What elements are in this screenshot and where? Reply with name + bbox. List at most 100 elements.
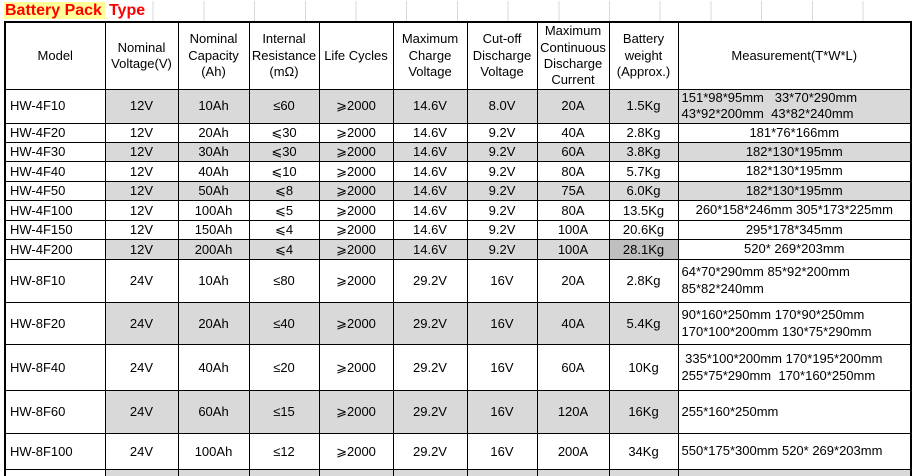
cell-cycles[interactable]: ⩾2000	[318, 239, 394, 261]
cell-model[interactable]: HW-4F20	[4, 123, 106, 144]
cell-measurement[interactable]: 64*70*290mm 85*92*200mm 85*82*240mm	[677, 259, 912, 304]
cell-current[interactable]: 80A	[536, 161, 610, 183]
cell-measurement[interactable]: 182*130*195mm	[677, 181, 912, 202]
cell-weight[interactable]: 2.8Kg	[608, 259, 679, 304]
cell-capacity[interactable]	[177, 469, 250, 476]
cell-charge[interactable]: 14.6V	[392, 161, 468, 183]
cell-model[interactable]	[4, 469, 106, 476]
cell-voltage[interactable]: 12V	[104, 123, 179, 144]
cell-cycles[interactable]: ⩾2000	[318, 433, 394, 471]
cell-model[interactable]: HW-4F40	[4, 161, 106, 183]
cell-cycles[interactable]: ⩾2000	[318, 88, 394, 125]
column-header-7[interactable]: Maximum Continuous Discharge Current	[536, 21, 610, 90]
cell-weight[interactable]: 10Kg	[608, 344, 679, 392]
cell-capacity[interactable]: 10Ah	[177, 88, 250, 125]
column-header-6[interactable]: Cut-off Discharge Voltage	[466, 21, 538, 90]
cell-resistance[interactable]: ⩽10	[248, 161, 320, 183]
cell-measurement[interactable]: 260*158*246mm 305*173*225mm	[677, 200, 912, 222]
cell-cycles[interactable]: ⩾2000	[318, 302, 394, 346]
cell-current[interactable]	[536, 469, 610, 476]
cell-capacity[interactable]: 100Ah	[177, 200, 250, 222]
cell-weight[interactable]: 13.5Kg	[608, 200, 679, 222]
cell-measurement[interactable]: 182*130*195mm	[677, 161, 912, 183]
cell-cutoff[interactable]: 9.2V	[466, 181, 538, 202]
cell-resistance[interactable]: ≤60	[248, 88, 320, 125]
cell-current[interactable]: 60A	[536, 344, 610, 392]
cell-cutoff[interactable]	[466, 469, 538, 476]
cell-voltage[interactable]: 12V	[104, 161, 179, 183]
cell-model[interactable]: HW-4F50	[4, 181, 106, 202]
cell-resistance[interactable]: ≤12	[248, 433, 320, 471]
cell-charge[interactable]: 29.2V	[392, 344, 468, 392]
column-header-4[interactable]: Life Cycles	[318, 21, 394, 90]
cell-weight[interactable]: 28.1Kg	[608, 239, 679, 261]
cell-resistance[interactable]: ⩽4	[248, 220, 320, 241]
cell-charge[interactable]: 29.2V	[392, 259, 468, 304]
cell-resistance[interactable]: ⩽30	[248, 123, 320, 144]
cell-capacity[interactable]: 30Ah	[177, 142, 250, 163]
cell-cutoff[interactable]: 16V	[466, 344, 538, 392]
cell-resistance[interactable]: ⩽5	[248, 200, 320, 222]
cell-cutoff[interactable]: 16V	[466, 433, 538, 471]
cell-cutoff[interactable]: 16V	[466, 390, 538, 435]
cell-current[interactable]: 200A	[536, 433, 610, 471]
column-header-1[interactable]: Nominal Voltage(V)	[104, 21, 179, 90]
cell-charge[interactable]: 14.6V	[392, 142, 468, 163]
cell-cycles[interactable]: ⩾2000	[318, 142, 394, 163]
cell-capacity[interactable]: 20Ah	[177, 123, 250, 144]
cell-cycles[interactable]	[318, 469, 394, 476]
cell-resistance[interactable]: ⩽30	[248, 142, 320, 163]
cell-voltage[interactable]: 24V	[104, 433, 179, 471]
cell-charge[interactable]: 14.6V	[392, 200, 468, 222]
cell-capacity[interactable]: 40Ah	[177, 161, 250, 183]
cell-model[interactable]: HW-8F10	[4, 259, 106, 304]
cell-capacity[interactable]: 20Ah	[177, 302, 250, 346]
cell-capacity[interactable]: 200Ah	[177, 239, 250, 261]
cell-current[interactable]: 20A	[536, 259, 610, 304]
cell-measurement[interactable]: 151*98*95mm 33*70*290mm 43*92*200mm 43*8…	[677, 88, 912, 125]
cell-charge[interactable]: 14.6V	[392, 239, 468, 261]
column-header-3[interactable]: Internal Resistance (mΩ)	[248, 21, 320, 90]
cell-voltage[interactable]: 12V	[104, 181, 179, 202]
cell-voltage[interactable]	[104, 469, 179, 476]
cell-model[interactable]: HW-8F60	[4, 390, 106, 435]
cell-resistance[interactable]: ≤80	[248, 259, 320, 304]
cell-voltage[interactable]: 12V	[104, 142, 179, 163]
cell-current[interactable]: 40A	[536, 302, 610, 346]
cell-cycles[interactable]: ⩾2000	[318, 181, 394, 202]
cell-cycles[interactable]: ⩾2000	[318, 220, 394, 241]
cell-capacity[interactable]: 100Ah	[177, 433, 250, 471]
cell-cycles[interactable]: ⩾2000	[318, 390, 394, 435]
cell-model[interactable]: HW-4F200	[4, 239, 106, 261]
cell-cutoff[interactable]: 9.2V	[466, 123, 538, 144]
cell-cutoff[interactable]: 8.0V	[466, 88, 538, 125]
cell-model[interactable]: HW-8F40	[4, 344, 106, 392]
cell-voltage[interactable]: 24V	[104, 302, 179, 346]
cell-measurement[interactable]: 90*160*250mm 170*90*250mm 170*100*200mm …	[677, 302, 912, 346]
cell-measurement[interactable]: 255*160*250mm	[677, 390, 912, 435]
cell-model[interactable]: HW-4F150	[4, 220, 106, 241]
cell-cycles[interactable]: ⩾2000	[318, 123, 394, 144]
cell-charge[interactable]: 14.6V	[392, 220, 468, 241]
cell-measurement[interactable]: 520* 269*203mm	[677, 239, 912, 261]
column-header-0[interactable]: Model	[4, 21, 106, 90]
column-header-2[interactable]: Nominal Capacity (Ah)	[177, 21, 250, 90]
cell-weight[interactable]: 20.6Kg	[608, 220, 679, 241]
cell-current[interactable]: 20A	[536, 88, 610, 125]
cell-resistance[interactable]: ⩽4	[248, 239, 320, 261]
cell-cutoff[interactable]: 16V	[466, 302, 538, 346]
cell-weight[interactable]: 6.0Kg	[608, 181, 679, 202]
cell-cutoff[interactable]: 9.2V	[466, 142, 538, 163]
cell-resistance[interactable]: ≤40	[248, 302, 320, 346]
cell-cutoff[interactable]: 9.2V	[466, 200, 538, 222]
cell-voltage[interactable]: 24V	[104, 390, 179, 435]
cell-measurement[interactable]: 182*130*195mm	[677, 142, 912, 163]
cell-charge[interactable]: 14.6V	[392, 123, 468, 144]
cell-model[interactable]: HW-4F30	[4, 142, 106, 163]
column-header-5[interactable]: Maximum Charge Voltage	[392, 21, 468, 90]
cell-model[interactable]: HW-8F20	[4, 302, 106, 346]
cell-cycles[interactable]: ⩾2000	[318, 161, 394, 183]
cell-voltage[interactable]: 12V	[104, 220, 179, 241]
cell-measurement[interactable]: 295*178*345mm	[677, 220, 912, 241]
cell-current[interactable]: 100A	[536, 220, 610, 241]
